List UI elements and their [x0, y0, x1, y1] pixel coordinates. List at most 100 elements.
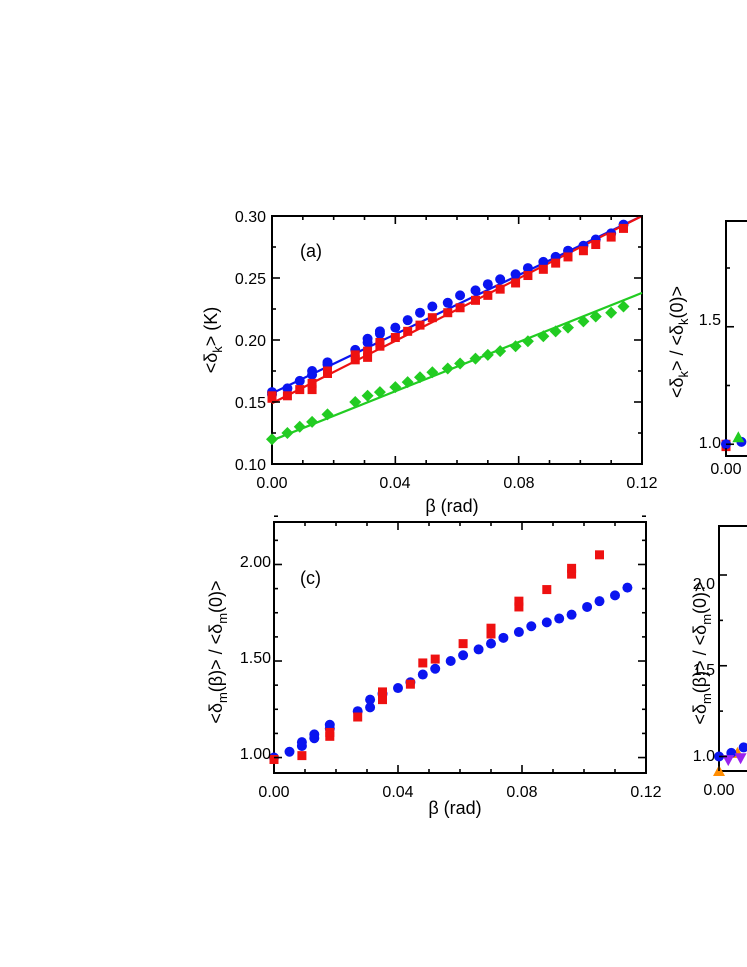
panel-c-xtick: 0.00 — [258, 784, 289, 801]
data-point-diamond — [562, 321, 574, 334]
panel-c: (c) 1.00 1.50 2.00 0.00 0.04 0.08 0.12 β… — [206, 515, 662, 818]
data-point-circle — [582, 601, 593, 612]
panel-a-ytick: 0.15 — [235, 395, 266, 412]
panel-d-xtick: 0.00 — [703, 782, 734, 799]
fit-line — [271, 291, 643, 442]
data-point-square — [514, 596, 524, 606]
panel-d-ytick: 1.5 — [693, 662, 715, 679]
data-point-circle — [473, 644, 484, 655]
data-point-square — [323, 366, 332, 376]
data-point-diamond — [589, 310, 602, 323]
data-point-circle — [445, 656, 456, 667]
panel-d-ylabel: <δm(β)> / <δm(0)> — [690, 581, 714, 724]
data-point-square — [427, 313, 437, 323]
panel-c-xtick: 0.04 — [382, 784, 413, 801]
panel-c-ytick: 1.50 — [240, 650, 271, 667]
data-point-diamond — [266, 433, 278, 446]
data-point-square — [523, 271, 533, 281]
data-point-square — [567, 569, 577, 579]
panel-c-ylabel: <δm(β)> / <δm(0)> — [206, 580, 230, 723]
data-point-diamond — [414, 371, 426, 384]
data-point-square — [495, 284, 505, 294]
panel-b-xtick: 0.00 — [710, 461, 741, 478]
data-point-circle — [738, 742, 747, 753]
data-point-square — [415, 320, 425, 330]
data-point-square — [405, 679, 415, 689]
data-point-square — [578, 246, 588, 256]
data-point-square — [375, 337, 385, 347]
data-point-circle — [417, 669, 428, 680]
panel-a: (a) 0.10 0.15 0.20 0.25 0.30 0.00 0.04 0… — [201, 209, 658, 516]
data-point-square — [325, 727, 335, 737]
panel-b-points — [721, 431, 747, 452]
data-point-diamond — [577, 315, 590, 328]
data-point-square — [403, 326, 413, 336]
ylabel-subscript: k — [676, 371, 691, 378]
panel-a-ticks — [271, 215, 643, 465]
data-point-circle — [541, 617, 552, 628]
ylabel-part: <δ — [667, 378, 687, 399]
ylabel-subscript: m — [215, 692, 230, 703]
panel-c-ytick: 1.00 — [240, 746, 271, 763]
data-point-square — [595, 550, 604, 560]
panel-a-ytick: 0.20 — [235, 333, 266, 350]
panel-c-xlabel: β (rad) — [428, 798, 481, 818]
ylabel-part: (β)> / <δ — [690, 625, 710, 693]
data-point-square — [307, 378, 317, 388]
data-point-circle — [427, 301, 438, 312]
panel-d-ytick: 2.0 — [693, 576, 715, 593]
panel-b: 1.0 1.5 0.00 <δk> / <δk(0)> — [667, 220, 747, 478]
data-point-square — [363, 346, 373, 356]
data-point-circle — [455, 290, 466, 301]
data-point-square — [418, 658, 428, 668]
data-point-diamond — [321, 408, 334, 421]
data-point-square — [591, 240, 601, 250]
panel-d: 1.0 1.5 2.0 0.00 <δm(β)> / <δm(0)> — [690, 525, 747, 799]
data-point-circle — [594, 596, 605, 607]
data-point-diamond — [617, 300, 630, 313]
data-point-diamond — [401, 376, 414, 389]
data-point-diamond — [521, 335, 534, 348]
panel-b-ytick: 1.0 — [699, 435, 721, 452]
panel-c-ytick: 2.00 — [240, 554, 271, 571]
panel-d-ticks — [718, 526, 727, 771]
data-point-diamond — [454, 357, 467, 370]
data-point-circle — [365, 694, 376, 705]
data-point-diamond — [306, 415, 319, 428]
ylabel-part: <δ — [201, 353, 221, 374]
data-point-diamond — [537, 330, 550, 343]
data-point-square — [353, 712, 363, 722]
panel-a-ylabel: <δk> (K) — [201, 307, 225, 374]
data-point-diamond — [469, 352, 482, 365]
data-point-square — [297, 751, 307, 761]
ylabel-part: (0)> — [667, 286, 687, 319]
ylabel-part: > (K) — [201, 307, 221, 347]
data-point-square — [486, 629, 496, 639]
data-point-diamond — [281, 427, 294, 439]
panel-a-label: (a) — [300, 241, 322, 261]
panel-a-ytick: 0.25 — [235, 271, 266, 288]
data-point-square — [443, 308, 453, 318]
ylabel-part: (0)> — [206, 580, 226, 613]
data-point-square — [390, 333, 400, 343]
data-point-diamond — [389, 381, 402, 394]
data-point-square — [483, 290, 493, 300]
data-point-square — [430, 654, 440, 664]
data-point-circle — [402, 315, 413, 326]
data-point-diamond — [373, 386, 386, 399]
ylabel-subscript: m — [699, 614, 714, 625]
panel-a-ytick: 0.10 — [235, 457, 266, 474]
ylabel-subscript: k — [210, 346, 225, 353]
data-point-square — [307, 385, 317, 395]
data-point-diamond — [426, 366, 439, 379]
ylabel-part: > / <δ — [667, 325, 687, 371]
panel-c-xtick: 0.12 — [630, 784, 661, 801]
data-point-circle — [482, 279, 493, 290]
data-point-circle — [498, 632, 509, 643]
data-point-circle — [622, 582, 633, 593]
panel-d-frame — [718, 525, 747, 772]
data-point-square — [542, 585, 552, 595]
data-point-triangle-down — [722, 755, 735, 767]
panel-a-xtick: 0.08 — [503, 475, 534, 492]
data-point-square — [295, 385, 305, 395]
